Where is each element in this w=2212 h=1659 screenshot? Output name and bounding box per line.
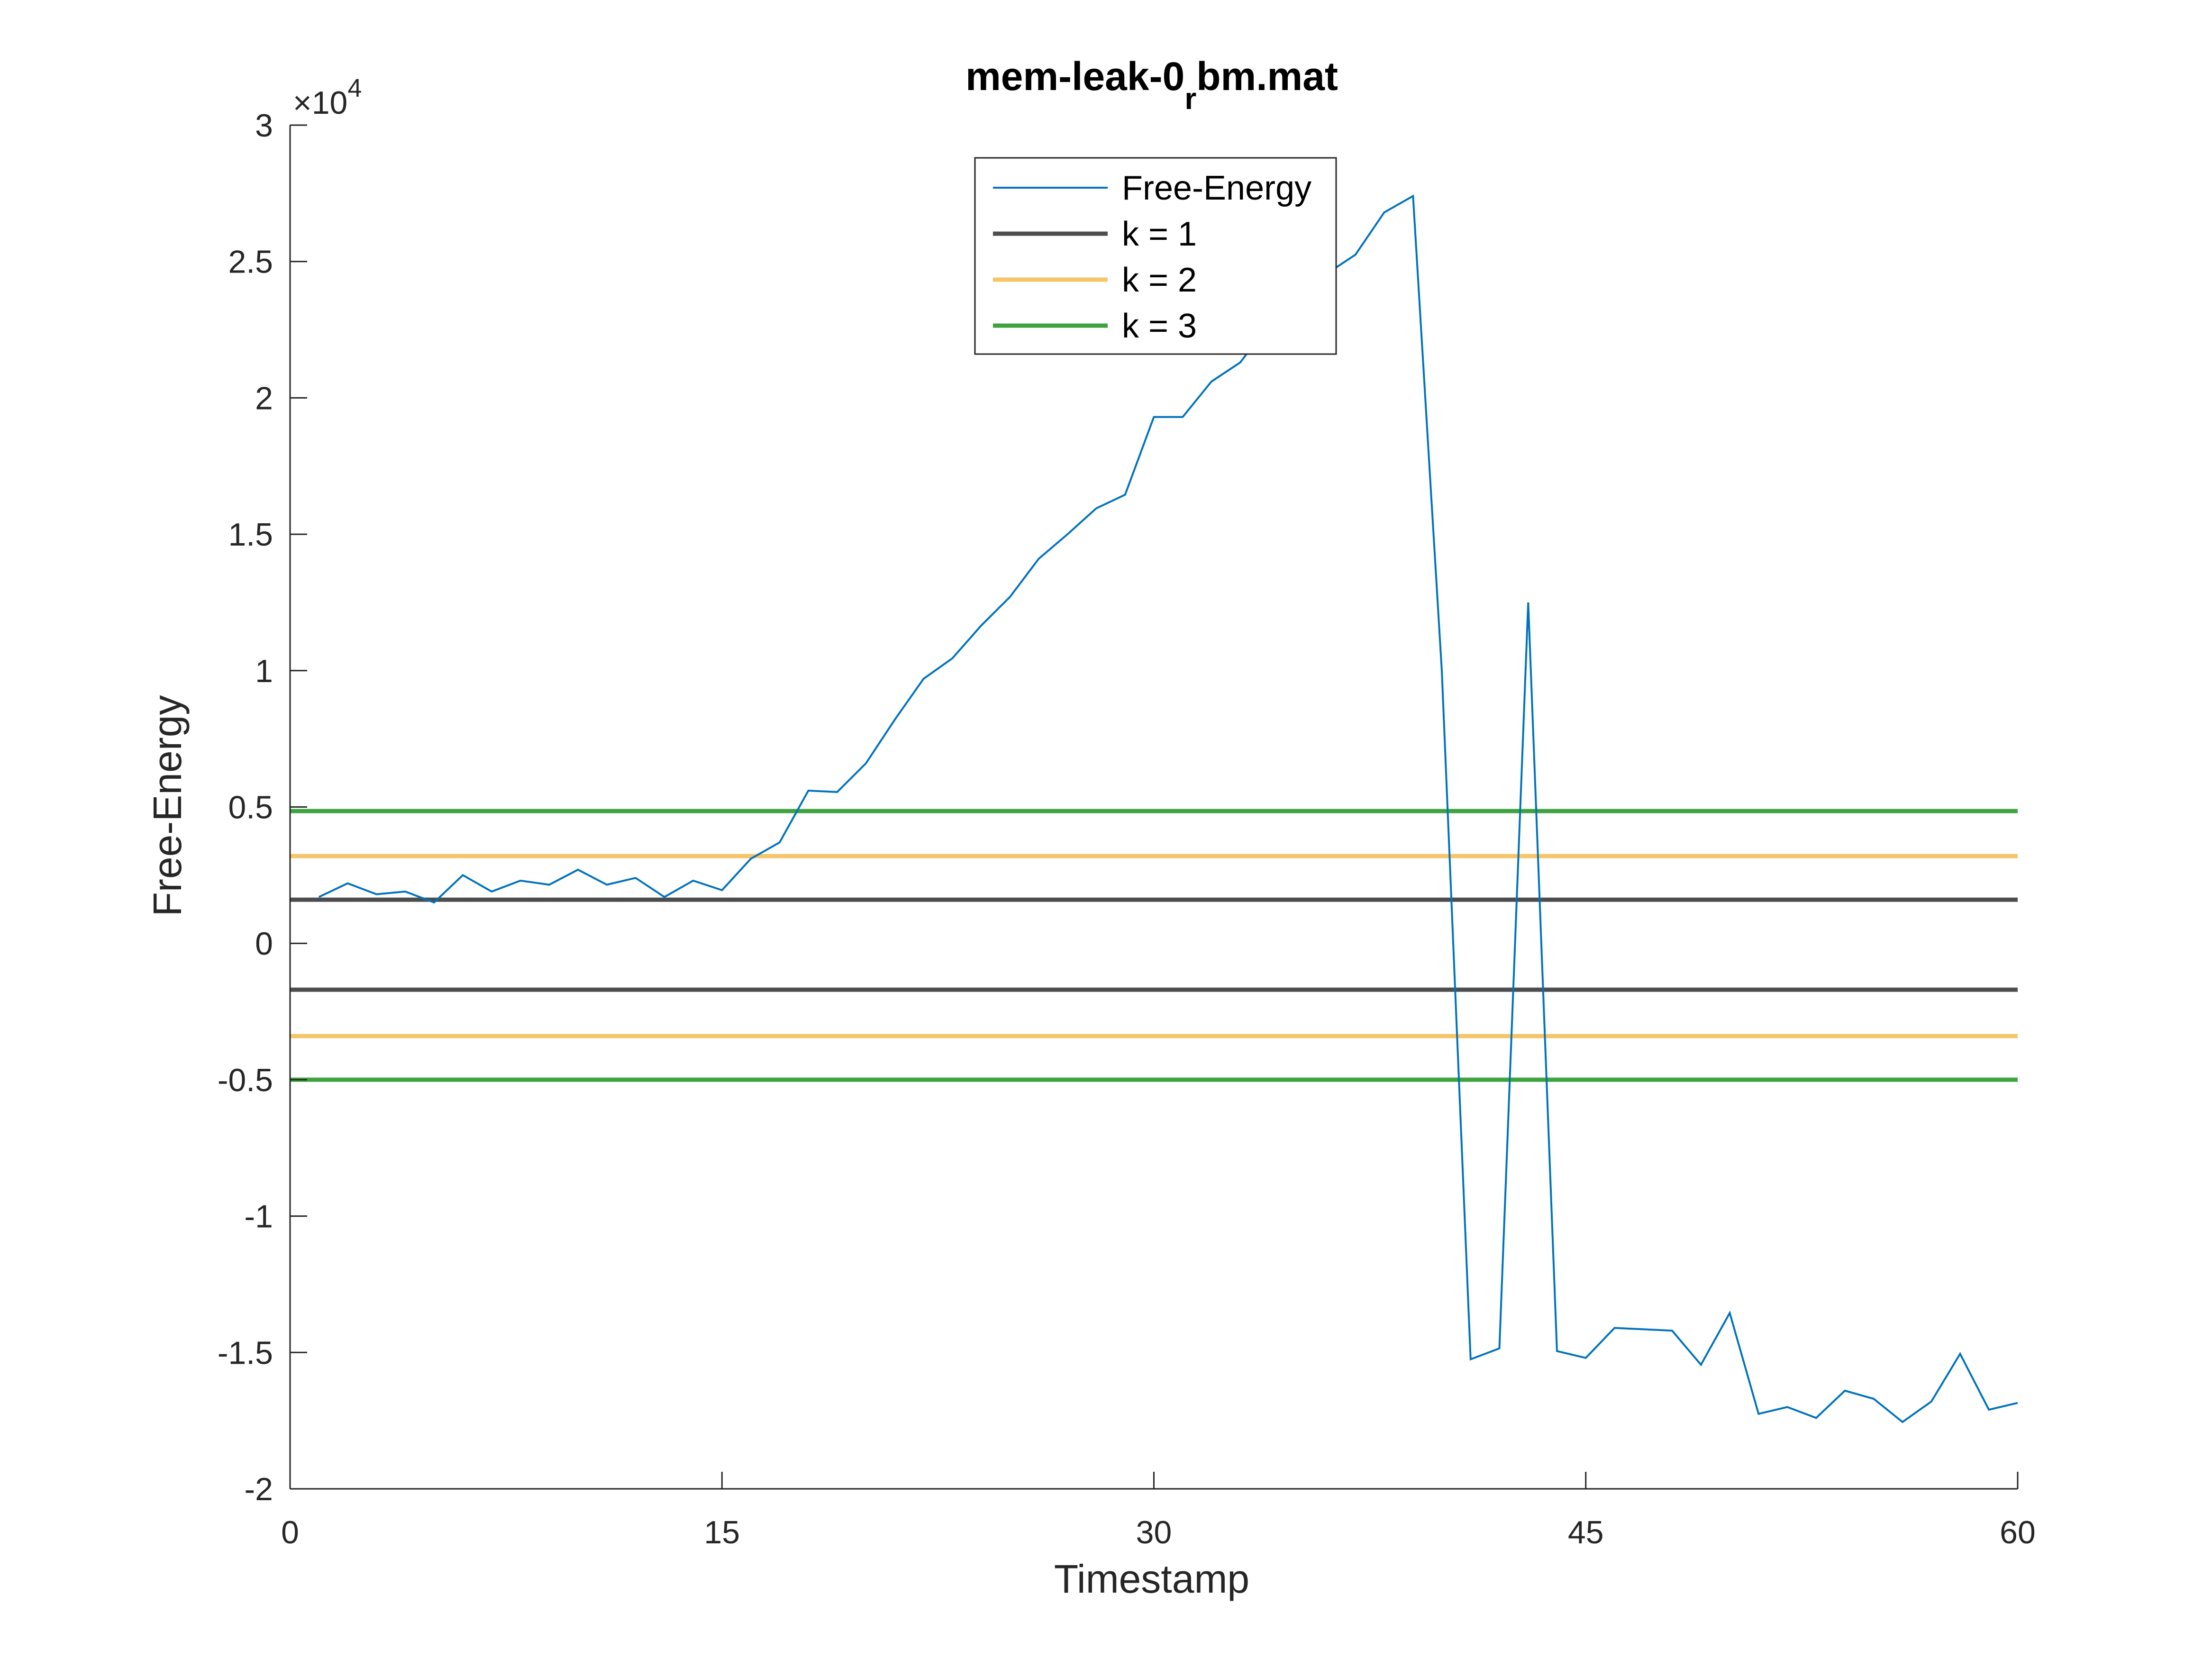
y-exponent-power: 4 <box>347 74 362 102</box>
y-tick-label: -1 <box>245 1199 273 1235</box>
chart-title-subscript: r <box>1184 82 1196 116</box>
x-tick-label: 45 <box>1568 1514 1604 1550</box>
legend: Free-Energy k = 1 k = 2 k = 3 <box>974 157 1337 355</box>
y-exponent-label: ×104 <box>293 74 362 121</box>
y-tick-label: 3 <box>255 108 273 144</box>
y-tick-label: 1 <box>255 653 273 689</box>
axes: 0 15 30 45 60 -2 -1.5 -1 -0.5 0 0.5 1 1.5 2 2.5 3 <box>218 108 2036 1550</box>
y-tick-label: 2 <box>255 380 273 416</box>
y-tick-label: 2.5 <box>228 244 273 280</box>
x-tick-label: 15 <box>704 1514 740 1550</box>
y-axis-label: Free-Energy <box>145 695 190 917</box>
legend-label-free-energy: Free-Energy <box>1122 169 1311 207</box>
chart-title-main: mem-leak-0 <box>965 54 1184 99</box>
y-tick-label: -2 <box>245 1471 273 1507</box>
x-tick-label: 30 <box>1136 1514 1172 1550</box>
y-tick-label: -0.5 <box>218 1062 273 1098</box>
chart-title-suffix: bm.mat <box>1196 54 1338 99</box>
x-tick-label: 60 <box>2000 1514 2036 1550</box>
chart-title: mem-leak-0rbm.mat <box>965 54 1338 116</box>
y-tick-label: -1.5 <box>218 1335 273 1371</box>
legend-label-k2: k = 2 <box>1122 261 1197 299</box>
y-tick-label: 0 <box>255 926 273 962</box>
legend-box <box>974 157 1337 355</box>
legend-label-k1: k = 1 <box>1122 215 1197 253</box>
free-energy-series-line <box>318 194 2018 1423</box>
y-exponent-base: ×10 <box>293 85 347 121</box>
y-tick-label: 0.5 <box>228 790 273 826</box>
x-tick-label: 0 <box>281 1514 299 1550</box>
plot-area <box>290 194 2018 1423</box>
legend-label-k3: k = 3 <box>1122 307 1197 345</box>
x-axis-label: Timestamp <box>1054 1557 1249 1601</box>
y-tick-label: 1.5 <box>228 517 273 553</box>
